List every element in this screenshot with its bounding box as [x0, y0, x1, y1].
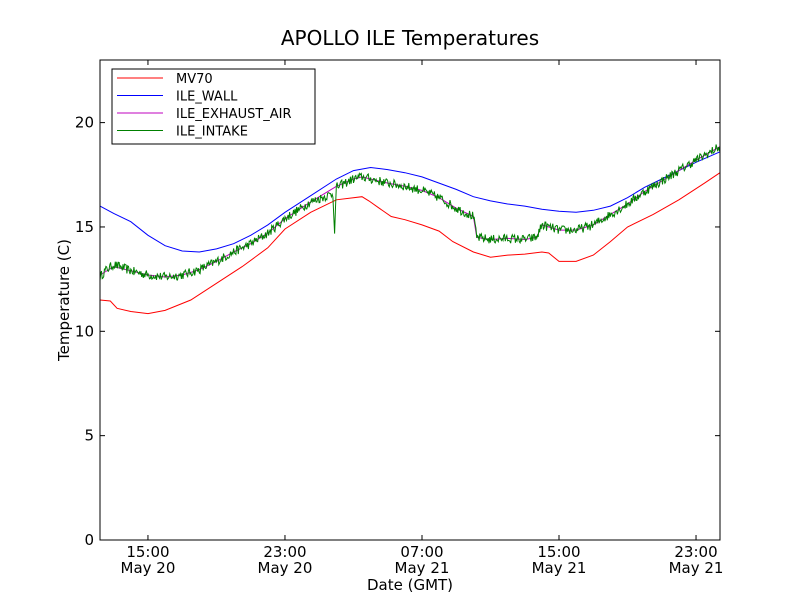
series-line-ile-wall — [99, 151, 721, 253]
y-tick-label: 20 — [75, 114, 94, 132]
y-tick-label: 15 — [75, 218, 94, 236]
y-tick-label: 0 — [84, 531, 94, 549]
legend-box — [111, 68, 316, 145]
y-axis: 0 5 10 15 20 — [75, 114, 720, 549]
x-tick-label: 15:00 — [537, 543, 580, 561]
chart-title: APOLLO ILE Temperatures — [281, 26, 539, 50]
series-line-ile-intake — [99, 144, 721, 281]
x-axis-label: Date (GMT) — [367, 576, 453, 594]
legend-label-ile-wall: ILE_WALL — [176, 90, 238, 105]
x-tick-date-label: May 21 — [395, 559, 450, 577]
x-tick-date-label: May 21 — [669, 559, 724, 577]
legend: MV70 ILE_WALL ILE_EXHAUST_AIR ILE_INTAKE — [111, 68, 316, 145]
y-tick-label: 10 — [75, 322, 94, 340]
x-tick-date-label: May 21 — [532, 559, 587, 577]
y-tick-label: 5 — [84, 427, 94, 445]
x-tick-date-label: May 20 — [258, 559, 313, 577]
x-tick-label: 23:00 — [263, 543, 306, 561]
legend-label-ile-intake: ILE_INTAKE — [176, 125, 248, 140]
x-tick-label: 15:00 — [126, 543, 169, 561]
legend-label-mv70: MV70 — [176, 72, 213, 87]
legend-label-ile-exhaust-air: ILE_EXHAUST_AIR — [176, 107, 292, 122]
x-tick-label: 07:00 — [400, 543, 443, 561]
series-line-mv70 — [99, 172, 721, 315]
y-axis-label: Temperature (C) — [55, 239, 73, 362]
x-tick-date-label: May 20 — [121, 559, 176, 577]
x-tick-label: 23:00 — [674, 543, 717, 561]
series-layer — [99, 144, 721, 315]
plot-frame — [99, 59, 721, 541]
